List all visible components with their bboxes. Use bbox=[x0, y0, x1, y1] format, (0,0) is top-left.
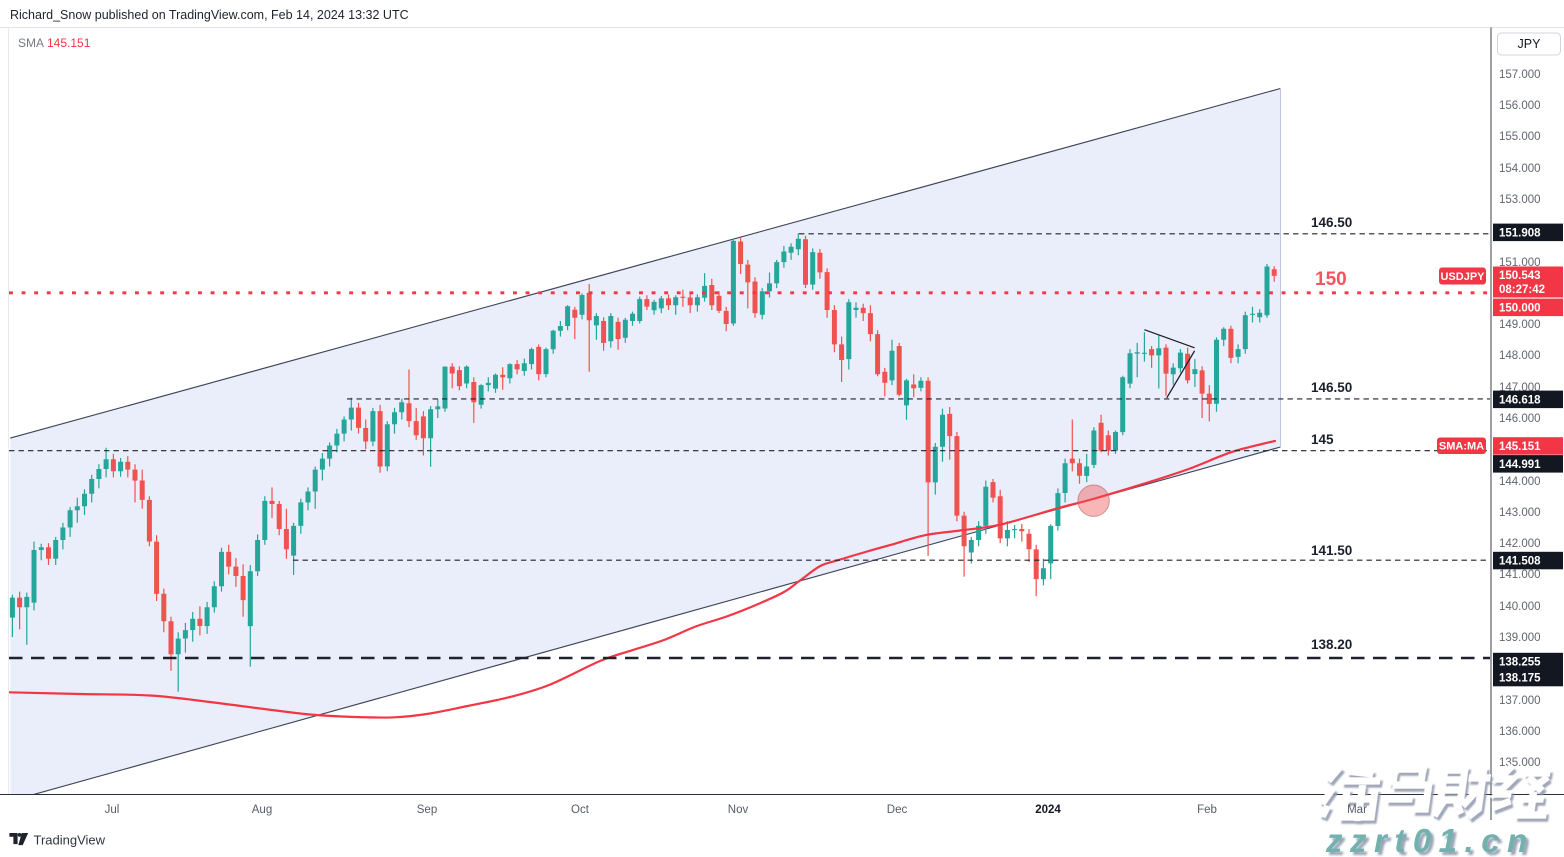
svg-text:144.000: 144.000 bbox=[1499, 476, 1541, 488]
svg-text:Sep: Sep bbox=[417, 804, 437, 816]
svg-text:155.000: 155.000 bbox=[1499, 131, 1541, 143]
svg-text:Mar: Mar bbox=[1347, 804, 1367, 816]
svg-text:150.000: 150.000 bbox=[1499, 302, 1541, 314]
svg-text:143.000: 143.000 bbox=[1499, 507, 1541, 519]
svg-text:141.508: 141.508 bbox=[1499, 556, 1541, 568]
svg-text:zzrt01.cn: zzrt01.cn bbox=[1325, 822, 1535, 857]
svg-text:145.151: 145.151 bbox=[1499, 441, 1541, 453]
svg-text:154.000: 154.000 bbox=[1499, 163, 1541, 175]
svg-text:SMA:MA: SMA:MA bbox=[1439, 441, 1484, 453]
svg-text:140.000: 140.000 bbox=[1499, 601, 1541, 613]
svg-text:08:27:42: 08:27:42 bbox=[1499, 284, 1545, 296]
svg-text:151.000: 151.000 bbox=[1499, 257, 1541, 269]
svg-text:Dec: Dec bbox=[887, 804, 908, 816]
svg-text:146.618: 146.618 bbox=[1499, 394, 1541, 406]
svg-text:157.000: 157.000 bbox=[1499, 69, 1541, 81]
svg-text:Nov: Nov bbox=[728, 804, 749, 816]
svg-text:150: 150 bbox=[1315, 269, 1347, 290]
svg-text:Feb: Feb bbox=[1197, 804, 1217, 816]
svg-text:139.000: 139.000 bbox=[1499, 632, 1541, 644]
svg-text:138.20: 138.20 bbox=[1311, 637, 1352, 652]
svg-text:TradingView: TradingView bbox=[34, 833, 106, 848]
svg-text:136.000: 136.000 bbox=[1499, 726, 1541, 738]
svg-text:141.000: 141.000 bbox=[1499, 569, 1541, 581]
svg-text:135.000: 135.000 bbox=[1499, 757, 1541, 769]
svg-text:Richard_Snow published on Trad: Richard_Snow published on TradingView.co… bbox=[10, 8, 409, 22]
svg-text:144.991: 144.991 bbox=[1499, 459, 1541, 471]
svg-text:Oct: Oct bbox=[571, 804, 590, 816]
svg-text:150.543: 150.543 bbox=[1499, 270, 1541, 282]
svg-text:149.000: 149.000 bbox=[1499, 319, 1541, 331]
svg-text:142.000: 142.000 bbox=[1499, 538, 1541, 550]
svg-text:138.255: 138.255 bbox=[1499, 657, 1541, 669]
svg-text:146.50: 146.50 bbox=[1311, 380, 1352, 395]
svg-text:141.50: 141.50 bbox=[1311, 543, 1352, 558]
svg-text:148.000: 148.000 bbox=[1499, 350, 1541, 362]
svg-text:151.908: 151.908 bbox=[1499, 227, 1541, 239]
svg-text:146.50: 146.50 bbox=[1311, 215, 1352, 230]
svg-text:SMA: SMA bbox=[18, 36, 44, 50]
svg-text:145: 145 bbox=[1311, 432, 1334, 447]
svg-text:Jul: Jul bbox=[105, 804, 120, 816]
svg-text:145.151: 145.151 bbox=[47, 36, 91, 50]
svg-text:Aug: Aug bbox=[252, 804, 272, 816]
svg-text:2024: 2024 bbox=[1035, 804, 1061, 816]
svg-text:156.000: 156.000 bbox=[1499, 100, 1541, 112]
svg-text:USDJPY: USDJPY bbox=[1440, 271, 1485, 283]
svg-text:137.000: 137.000 bbox=[1499, 695, 1541, 707]
svg-text:153.000: 153.000 bbox=[1499, 194, 1541, 206]
svg-text:146.000: 146.000 bbox=[1499, 413, 1541, 425]
svg-text:JPY: JPY bbox=[1518, 37, 1542, 51]
svg-text:138.175: 138.175 bbox=[1499, 673, 1541, 685]
